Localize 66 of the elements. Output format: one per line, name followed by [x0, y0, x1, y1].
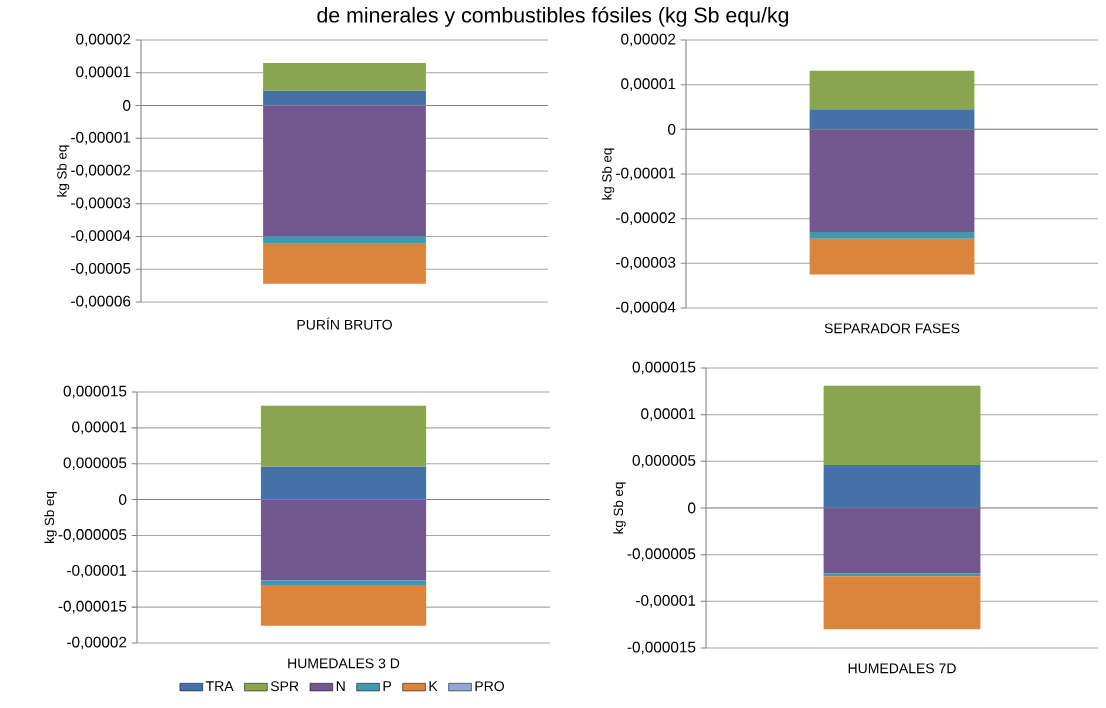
bar — [263, 105, 426, 237]
x-tick-label: PURÍN BRUTO — [297, 317, 392, 330]
legend-label: P — [383, 681, 391, 691]
y-axis-title: kg Sb eq — [601, 148, 615, 200]
y-tick-label: 0,00002 — [621, 33, 676, 47]
bar — [809, 232, 975, 239]
y-tick-label: -0,00001 — [616, 167, 676, 181]
y-tick-label: -0,00004 — [71, 230, 131, 243]
y-tick-label: 0,000015 — [63, 385, 127, 399]
bar — [823, 508, 981, 574]
bar — [809, 109, 975, 130]
y-tick-label: -0,00002 — [71, 164, 131, 178]
bar — [823, 465, 981, 508]
bar — [823, 576, 981, 630]
x-tick-label: SEPARADOR FASES — [824, 323, 960, 334]
y-tick-label: 0,00002 — [76, 33, 131, 47]
y-tick-label: -0,00002 — [67, 636, 127, 650]
y-tick-label: -0,00006 — [71, 295, 131, 309]
y-tick-label: -0,00004 — [616, 301, 676, 315]
y-tick-label: -0,000005 — [627, 548, 696, 561]
y-tick-label: -0,000005 — [58, 529, 127, 542]
y-tick-label: 0,00001 — [621, 78, 676, 92]
bar — [263, 243, 426, 284]
x-tick-label: HUMEDALES 3 D — [288, 658, 400, 669]
y-tick-label: 0,00001 — [72, 421, 127, 435]
y-axis-title: kg Sb eq — [44, 492, 57, 543]
y-tick-label: -0,00001 — [71, 131, 131, 145]
legend-label: TRA — [205, 681, 234, 691]
bar — [263, 62, 426, 91]
legend-label: SPR — [270, 681, 299, 692]
legend-label: N — [336, 681, 345, 691]
bar — [260, 466, 427, 500]
bar — [823, 573, 981, 577]
bar — [809, 238, 975, 275]
x-tick-label: HUMEDALES 7D — [848, 663, 956, 674]
y-tick-label: 0,00001 — [76, 66, 131, 80]
y-tick-label: 0 — [119, 494, 127, 505]
y-tick-label: -0,00001 — [67, 564, 127, 578]
y-tick-label: 0 — [668, 123, 676, 135]
y-tick-label: -0,00001 — [636, 595, 696, 608]
chart-title: de minerales y combustibles fósiles (kg Sb equ/kg — [317, 6, 789, 27]
y-tick-label: 0,000005 — [63, 457, 127, 471]
y-tick-label: -0,00002 — [616, 212, 676, 225]
y-tick-label: 0,00001 — [641, 408, 696, 421]
y-tick-label: -0,00003 — [616, 257, 676, 270]
bar — [263, 236, 426, 244]
bar — [809, 129, 975, 233]
y-axis-title: kg Sb eq — [613, 482, 626, 534]
bar — [263, 90, 426, 106]
y-tick-label: -0,000015 — [627, 641, 696, 655]
y-tick-label: -0,00005 — [71, 262, 131, 276]
legend-label: K — [429, 681, 438, 691]
bar — [823, 385, 981, 466]
y-tick-label: 0 — [688, 502, 696, 514]
bar — [809, 70, 975, 110]
y-tick-label: 0,000015 — [632, 361, 696, 375]
bar — [260, 405, 427, 467]
bar — [260, 499, 427, 581]
y-tick-label: -0,00003 — [71, 197, 131, 211]
bar — [260, 584, 427, 626]
bar — [260, 580, 427, 585]
legend-label: PRO — [475, 681, 504, 692]
y-axis-title: kg Sb eq — [56, 145, 70, 197]
y-tick-label: -0,000015 — [58, 600, 127, 614]
y-tick-label: 0,000005 — [632, 455, 696, 468]
y-tick-label: 0 — [123, 100, 131, 111]
